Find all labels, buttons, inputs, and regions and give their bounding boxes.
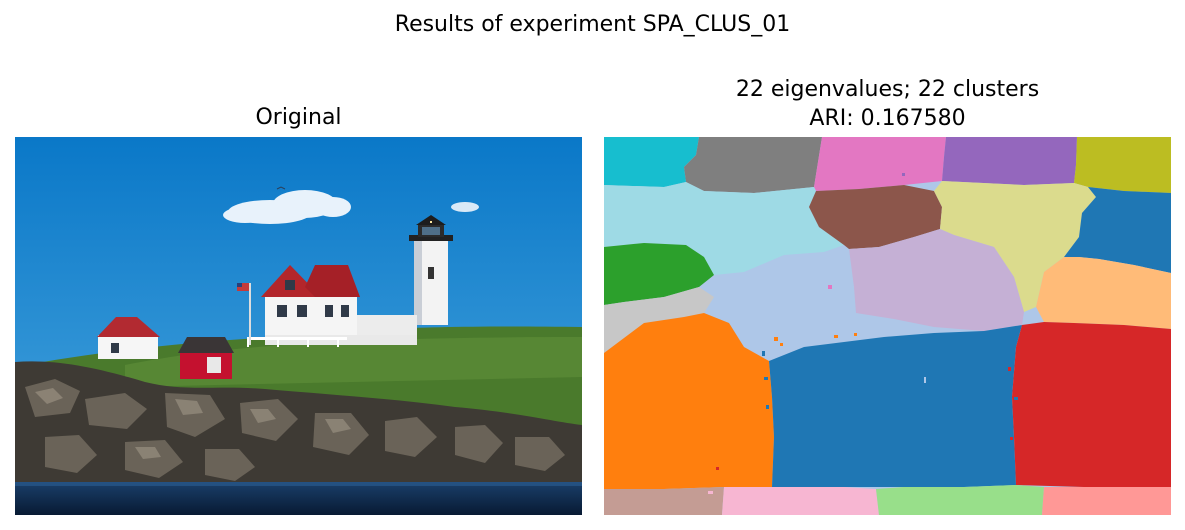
keeper-house xyxy=(247,265,417,347)
cluster-region xyxy=(809,185,942,249)
cluster-region xyxy=(684,137,822,193)
cluster-region xyxy=(604,243,714,305)
lighthouse xyxy=(409,215,453,325)
original-image-title: Original xyxy=(255,105,342,130)
clustering-result-title: 22 eigenvalues; 22 clusters ARI: 0.16758… xyxy=(604,75,1171,133)
original-image xyxy=(15,137,582,515)
cluster-map xyxy=(604,137,1171,515)
cluster-region xyxy=(1036,257,1171,329)
flag xyxy=(237,283,249,291)
cluster-region xyxy=(942,137,1077,185)
cluster-region xyxy=(604,487,724,515)
cluster-region xyxy=(769,325,1022,487)
cluster-region xyxy=(1064,187,1171,273)
cluster-region xyxy=(1012,322,1171,487)
white-shed xyxy=(97,317,160,359)
segmentation-image xyxy=(604,137,1171,515)
cluster-region xyxy=(1042,487,1171,515)
boundary-noise xyxy=(708,173,1018,494)
cluster-region xyxy=(604,287,714,353)
small-cloud xyxy=(451,202,479,212)
water xyxy=(15,482,582,515)
figure-title: Results of experiment SPA_CLUS_01 xyxy=(394,12,791,37)
lighthouse-photo xyxy=(15,137,582,515)
cluster-region xyxy=(876,485,1044,515)
cluster-region xyxy=(849,229,1024,331)
cloud xyxy=(223,190,351,224)
cluster-region xyxy=(604,313,774,489)
cluster-region xyxy=(814,137,946,191)
flagpole xyxy=(249,283,251,345)
bird xyxy=(276,186,286,190)
cluster-region xyxy=(934,181,1096,312)
cluster-region xyxy=(722,487,879,515)
clustering-summary-line: 22 eigenvalues; 22 clusters xyxy=(735,77,1040,102)
ari-score-line: ARI: 0.167580 xyxy=(809,106,966,131)
cluster-region xyxy=(604,182,844,275)
cluster-region xyxy=(604,137,699,187)
cluster-region xyxy=(1074,137,1171,193)
red-shed xyxy=(178,337,234,379)
